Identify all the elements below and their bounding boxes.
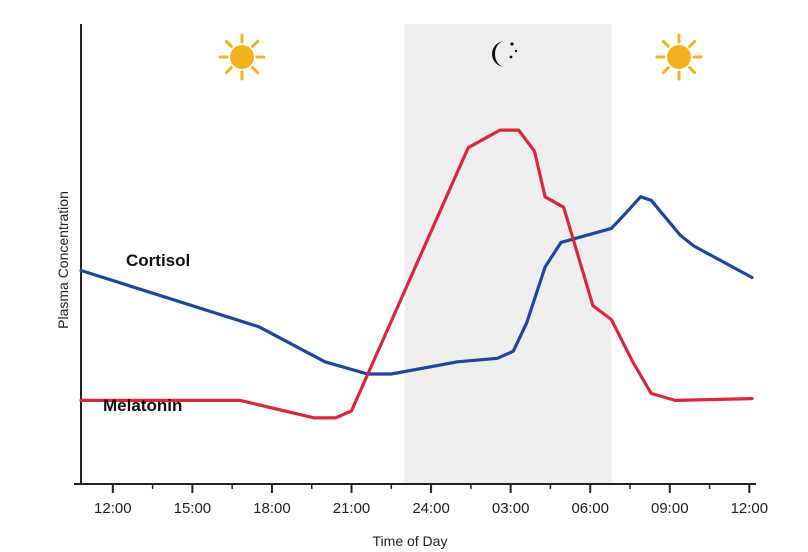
x-tick-label: 18:00 <box>253 500 291 517</box>
sun-icon <box>655 33 703 81</box>
series-lines <box>79 128 754 420</box>
moon-icon <box>492 41 518 67</box>
sun-icon <box>218 33 266 81</box>
x-tick-label: 15:00 <box>174 500 212 517</box>
x-axis-title: Time of Day <box>373 533 448 549</box>
x-tick-label: 21:00 <box>333 500 371 517</box>
x-tick-label: 12:00 <box>94 500 132 517</box>
x-tick-label: 03:00 <box>492 500 530 517</box>
series-label-cortisol: Cortisol <box>126 251 190 270</box>
series-line-cortisol <box>79 195 754 376</box>
x-tick-label: 24:00 <box>412 500 450 517</box>
night-band <box>404 24 612 484</box>
x-tick-label: 12:00 <box>731 500 769 517</box>
series-label-melatonin: Melatonin <box>103 396 182 415</box>
x-tick-label: 06:00 <box>571 500 609 517</box>
x-tick-label: 09:00 <box>651 500 689 517</box>
series-line-melatonin <box>79 128 754 420</box>
y-axis-title: Plasma Concentration <box>55 191 71 329</box>
x-axis-ticks: 12:00 15:00 18:00 21:00 24:00 03:00 06:00 09:00… <box>94 484 768 517</box>
